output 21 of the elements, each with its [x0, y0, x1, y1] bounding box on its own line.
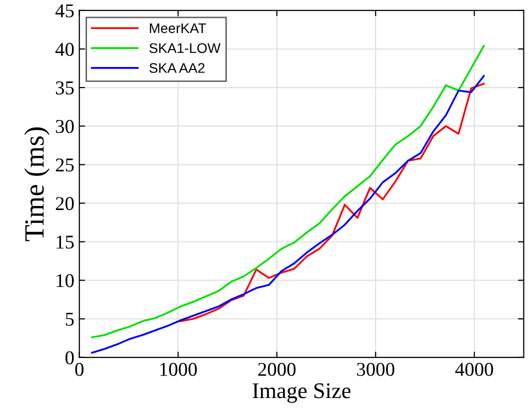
y-tick-label: 5	[66, 312, 74, 326]
x-tick-label: 1000	[160, 362, 197, 376]
x-axis-title: Image Size	[252, 383, 350, 403]
y-tick-label: 40	[55, 42, 74, 56]
x-tick-label: 4000	[455, 362, 494, 376]
line-series	[180, 82, 485, 322]
y-tick-label: 10	[56, 274, 74, 288]
y-tick-label: 0	[66, 351, 74, 364]
legend-label: SKA1-LOW	[149, 43, 221, 54]
y-tick-label: 30	[56, 120, 74, 134]
x-tick-label: 3000	[357, 362, 394, 376]
y-tick-label: 25	[56, 158, 74, 172]
y-tick-label: 35	[56, 81, 74, 94]
legend-label: MeerKAT	[150, 23, 206, 34]
x-tick-label: 0	[75, 362, 84, 376]
legend-label: SKA AA2	[149, 63, 204, 73]
x-tick-label: 2000	[258, 362, 296, 376]
y-axis-title: Time (ms)	[24, 127, 50, 242]
y-tick-label: 20	[56, 197, 74, 210]
y-tick-label: 45	[55, 4, 74, 18]
y-tick-label: 15	[56, 236, 74, 249]
